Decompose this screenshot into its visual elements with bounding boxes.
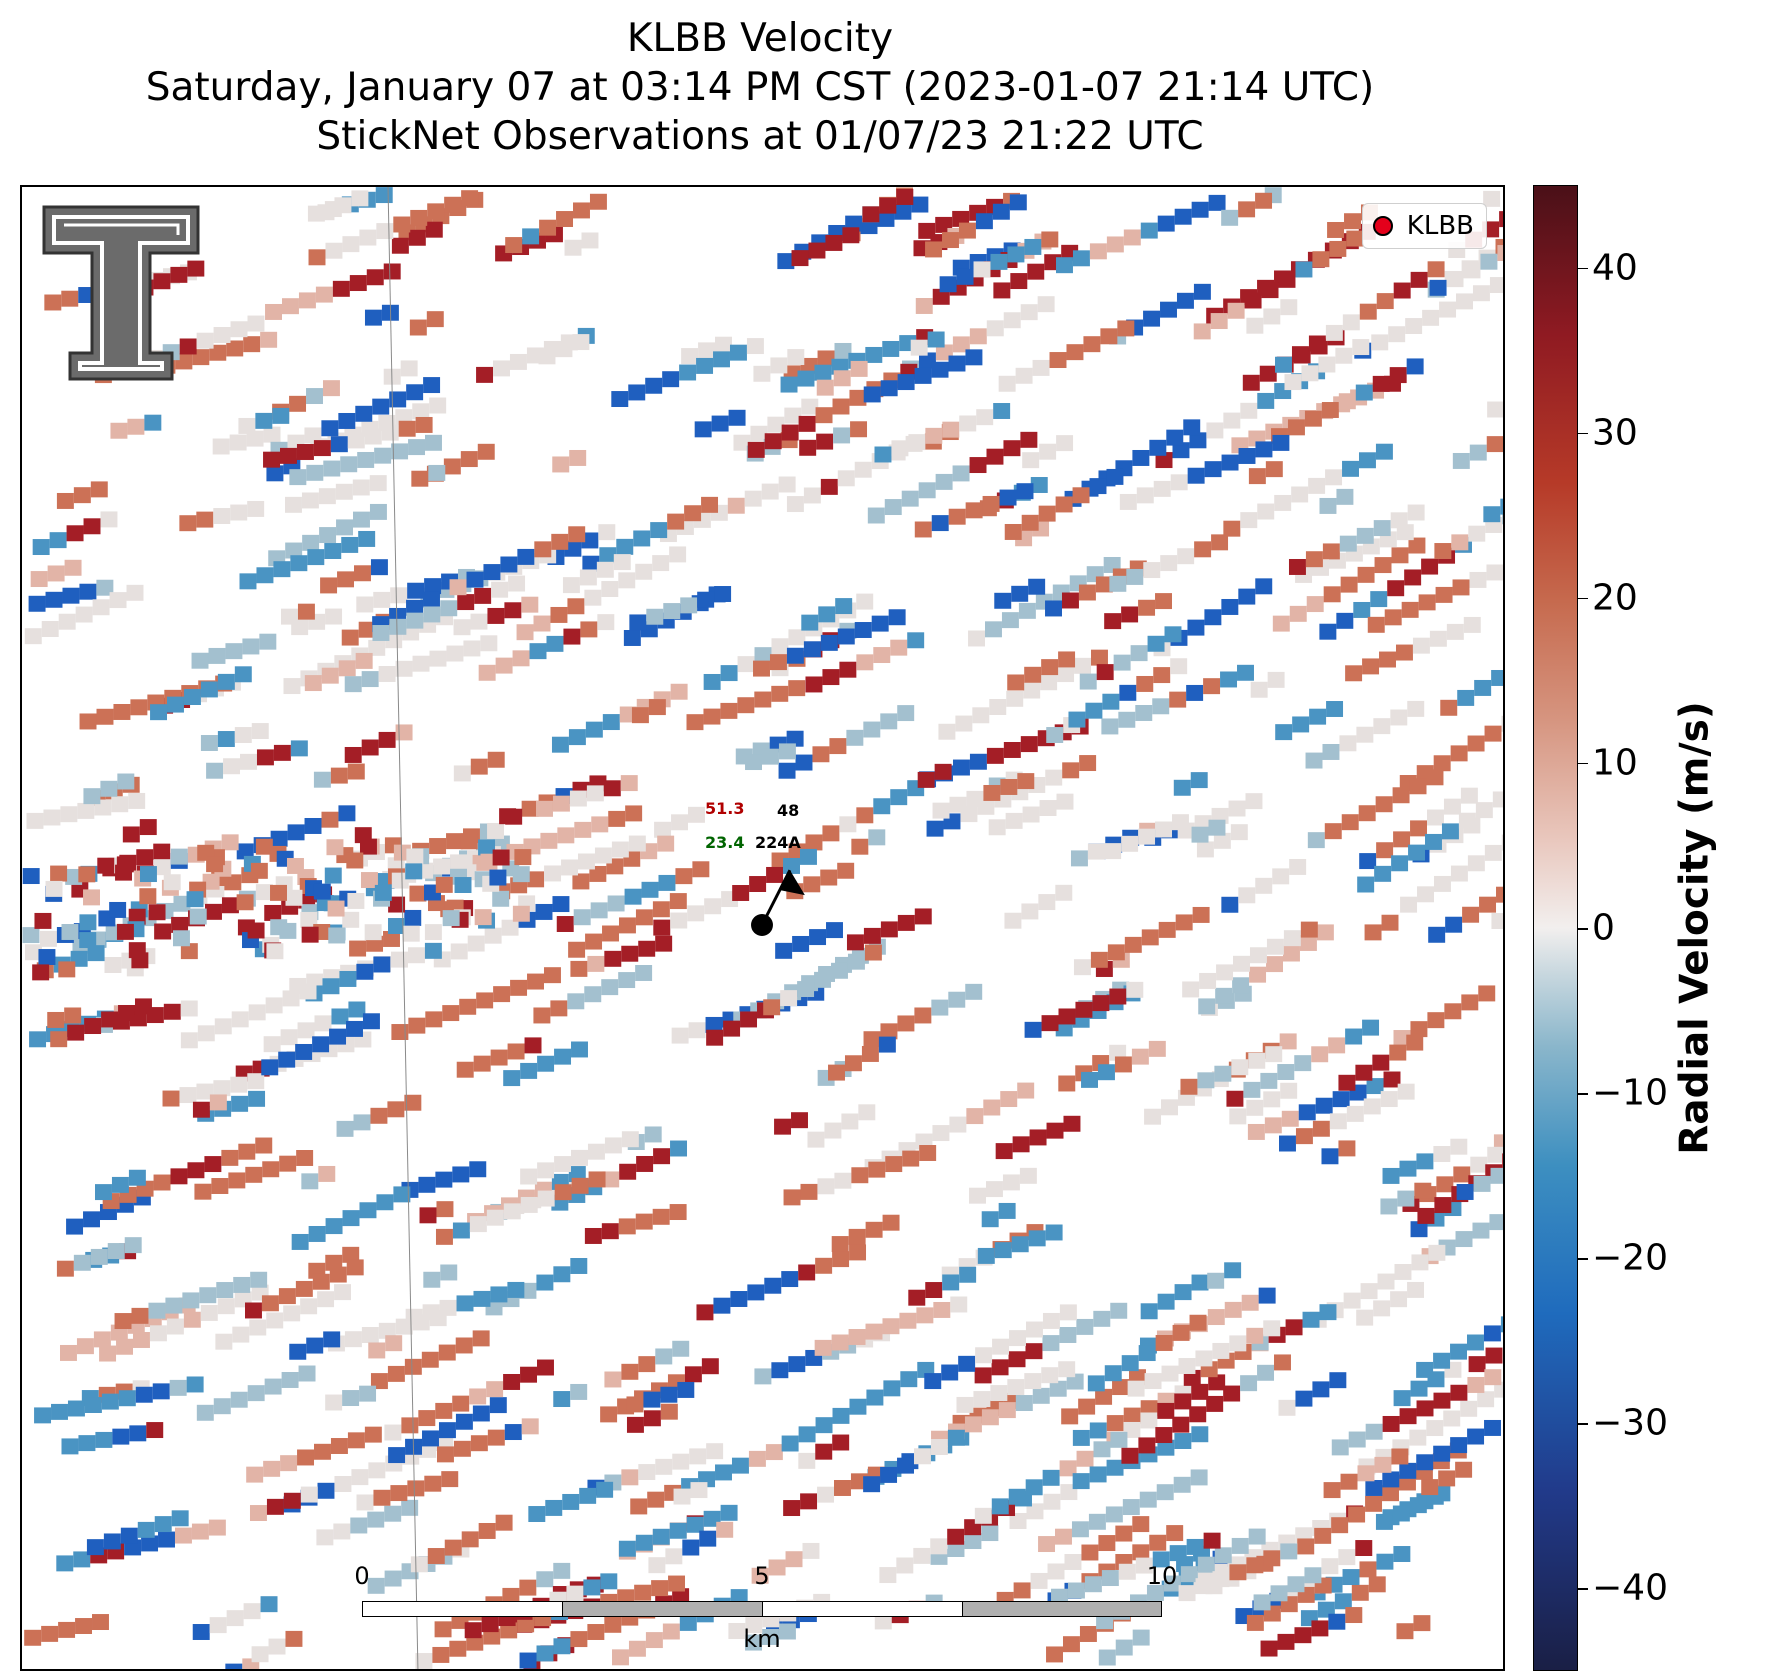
colorbar-tick [1578, 1093, 1588, 1095]
scale-segment-1 [362, 1601, 563, 1617]
colorbar-title: Radial Velocity (m/s) [1672, 701, 1718, 1155]
colorbar-tick-label: 30 [1592, 412, 1638, 454]
station-temperature: 51.3 [705, 799, 745, 818]
colorbar-tick [1578, 597, 1588, 600]
legend-label: KLBB [1406, 211, 1474, 241]
scale-tick-5: 5 [754, 1562, 770, 1590]
title-observations: StickNet Observations at 01/07/23 21:22 … [316, 114, 1204, 159]
station-pressure: 48 [777, 801, 800, 820]
map-title: KLBB Velocity Saturday, January 07 at 03… [20, 14, 1500, 161]
texas-tech-logo [40, 203, 202, 383]
colorbar-tick [1578, 1588, 1588, 1590]
radar-site-marker-icon [1372, 216, 1393, 236]
scale-tick-0: 0 [354, 1562, 370, 1590]
scale-segment-2 [562, 1601, 763, 1617]
colorbar-tick [1578, 267, 1588, 270]
velocity-colorbar [1533, 185, 1578, 1671]
colorbar-tick-label: −20 [1592, 1237, 1668, 1279]
colorbar-tick [1578, 1258, 1588, 1260]
colorbar-tick-label: −40 [1592, 1567, 1668, 1609]
title-radar: KLBB Velocity [626, 16, 894, 61]
scale-tick-10: 10 [1146, 1562, 1178, 1590]
colorbar-tick-label: 0 [1592, 907, 1615, 949]
scale-segment-3 [762, 1601, 963, 1617]
station-wind-barb-icon [751, 869, 805, 936]
colorbar-tick [1578, 762, 1588, 765]
colorbar-tick-label: −30 [1592, 1402, 1668, 1444]
station-dewpoint: 23.4 [705, 833, 745, 852]
scale-segment-4 [962, 1601, 1162, 1617]
colorbar-tick [1578, 928, 1588, 930]
scale-bar: 0 5 10 km [354, 1562, 1177, 1662]
scale-unit: km [743, 1625, 781, 1653]
colorbar-tick [1578, 432, 1588, 435]
colorbar-tick-label: 40 [1592, 247, 1638, 289]
station-id: 224A [755, 833, 801, 852]
colorbar-tick [1578, 1423, 1588, 1425]
colorbar-tick-label: 20 [1592, 577, 1638, 619]
colorbar-tick-label: 10 [1592, 742, 1638, 784]
colorbar-tick-label: −10 [1592, 1072, 1668, 1114]
radar-map[interactable]: KLBB 51.3 48 23.4 224A 0 5 10 km [20, 185, 1505, 1671]
map-legend: KLBB [1361, 203, 1487, 249]
title-datetime: Saturday, January 07 at 03:14 PM CST (20… [145, 65, 1375, 110]
radar-velocity-field [22, 187, 1503, 1669]
